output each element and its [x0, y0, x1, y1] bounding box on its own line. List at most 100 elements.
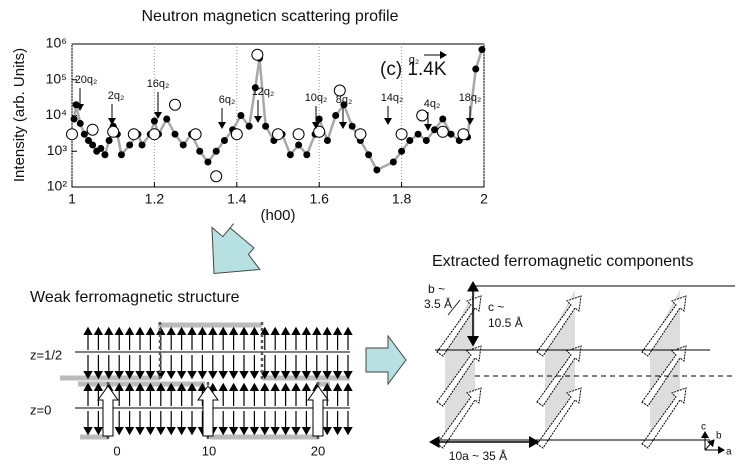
- annotation: (c) 1.4K: [380, 59, 447, 80]
- annotation: 20q₂: [75, 74, 98, 86]
- y-tick-label: 10⁵: [46, 70, 67, 86]
- large-spin: [197, 385, 219, 437]
- point: [439, 115, 447, 123]
- point: [237, 112, 245, 119]
- annotation: 14q₂: [381, 92, 404, 104]
- point: [340, 101, 348, 109]
- x-tick-label: 1.6: [309, 191, 329, 207]
- b-value: 3.5 Å: [424, 296, 452, 311]
- point: [447, 130, 455, 138]
- x-axis-label: (h00): [260, 207, 295, 224]
- point: [245, 122, 253, 130]
- point: [220, 136, 228, 144]
- point: [76, 119, 84, 127]
- b-label: b ~: [428, 282, 445, 296]
- point: [323, 136, 331, 144]
- point: [97, 144, 105, 152]
- flow-arrow: [365, 334, 407, 386]
- position-label: 10: [202, 443, 216, 458]
- point: [72, 101, 80, 109]
- x-tick-label: 2: [480, 191, 488, 207]
- axis-b: b: [716, 431, 722, 442]
- point: [138, 141, 146, 149]
- y-tick-label: 10⁶: [46, 35, 67, 51]
- point: [212, 147, 220, 155]
- a-length: 10a ~ 35 Å: [449, 448, 507, 463]
- point: [80, 130, 88, 138]
- y-axis-label: Intensity (arb. Units): [11, 48, 28, 182]
- annotation: 12q₂: [252, 86, 275, 98]
- open-point: [313, 125, 326, 138]
- x-tick-label: 1.8: [392, 191, 412, 207]
- point: [348, 122, 356, 130]
- x-tick-label: 1: [68, 191, 76, 207]
- c-value: 10.5 Å: [488, 315, 523, 330]
- flow-arrow: [211, 223, 261, 275]
- spin-arrow: [641, 387, 687, 449]
- plane: [545, 290, 575, 445]
- point: [286, 151, 294, 159]
- annotation: 16q₂: [147, 78, 170, 90]
- open-point: [395, 128, 408, 141]
- annotation: q₂: [409, 54, 419, 66]
- point: [84, 136, 92, 144]
- open-point: [148, 128, 161, 141]
- point: [105, 136, 113, 144]
- open-point: [127, 128, 140, 141]
- point: [406, 136, 414, 144]
- spin-arrow: [536, 387, 582, 449]
- y-tick-label: 10²: [47, 178, 68, 194]
- point: [150, 117, 158, 125]
- point: [262, 122, 270, 130]
- open-point: [457, 128, 470, 141]
- open-point: [230, 128, 243, 141]
- x-tick-label: 1.2: [145, 191, 165, 207]
- open-point: [189, 128, 202, 141]
- point: [303, 151, 311, 159]
- annotation: 6q₂: [219, 94, 236, 106]
- point: [117, 151, 125, 159]
- point: [478, 46, 486, 54]
- point: [251, 84, 259, 92]
- plot: 1 1.2 1.4 1.6 1.8 2 10² 10³ 10⁴ 10⁵ 10⁶ 20q₂ 2q₂ 16q₂…: [45, 35, 488, 207]
- point: [315, 115, 323, 123]
- annotation: 4q₂: [424, 98, 441, 110]
- point: [126, 141, 134, 149]
- open-point: [107, 125, 120, 138]
- diagram-title: Extracted ferromagnetic components: [432, 253, 693, 270]
- row-label: z=0: [30, 402, 51, 417]
- point: [101, 151, 109, 159]
- point: [295, 141, 303, 149]
- y-tick-label: 10³: [47, 142, 68, 158]
- point: [373, 166, 381, 174]
- point: [398, 147, 406, 155]
- point: [196, 147, 204, 155]
- c-label: c ~: [488, 300, 504, 314]
- point: [163, 115, 171, 123]
- annotation: 2q₂: [108, 90, 125, 102]
- open-point: [354, 128, 367, 141]
- open-point: [86, 123, 99, 136]
- large-spin: [97, 385, 119, 437]
- open-point: [251, 48, 264, 61]
- chart-title: Neutron magneticn scattering profile: [141, 8, 398, 25]
- spin-arrow: [436, 345, 482, 407]
- point: [332, 112, 340, 119]
- open-point: [333, 84, 346, 97]
- point: [422, 136, 430, 144]
- open-point: [66, 128, 78, 141]
- open-point: [272, 128, 284, 141]
- large-spin: [307, 385, 329, 437]
- spin-arrow: [641, 295, 687, 357]
- diagram-title: Weak ferromagnetic structure: [30, 289, 240, 306]
- point: [365, 151, 373, 159]
- spin-arrow: [536, 295, 582, 357]
- open-point: [416, 109, 429, 122]
- point: [472, 65, 480, 73]
- x-tick-label: 1.4: [227, 191, 247, 207]
- open-point: [210, 170, 223, 183]
- y-tick-label: 10⁴: [45, 106, 67, 122]
- open-point: [169, 98, 181, 111]
- spin-arrow: [436, 387, 482, 449]
